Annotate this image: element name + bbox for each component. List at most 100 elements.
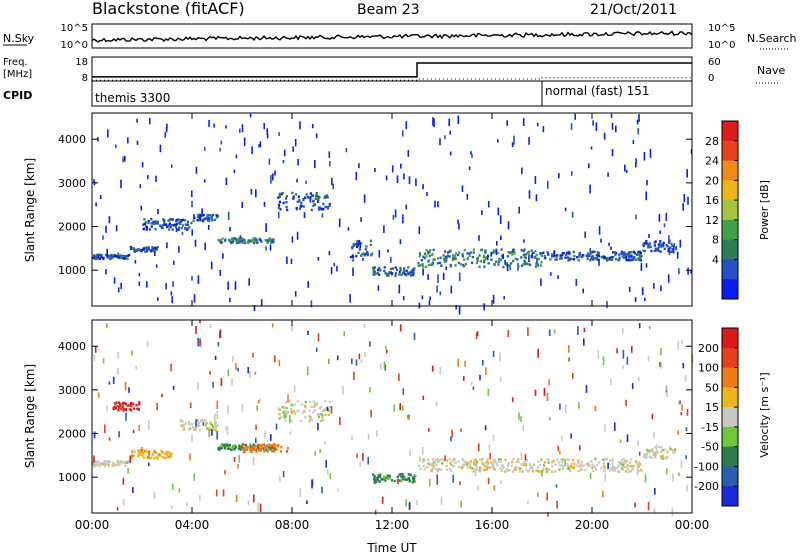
data-cell xyxy=(394,274,397,277)
data-cell xyxy=(502,466,505,469)
data-cell xyxy=(264,430,266,439)
data-cell xyxy=(232,445,235,448)
data-cell xyxy=(571,466,574,469)
data-cell xyxy=(328,151,331,158)
data-cell xyxy=(266,450,269,453)
data-cell xyxy=(182,425,185,428)
data-cell xyxy=(622,253,625,256)
data-cell xyxy=(626,459,629,463)
data-cell xyxy=(377,267,380,270)
data-cell xyxy=(255,424,257,430)
data-cell xyxy=(583,327,586,333)
data-cell xyxy=(637,470,640,473)
data-cell xyxy=(232,239,235,243)
data-cell xyxy=(676,251,679,259)
data-cell xyxy=(500,464,503,467)
data-cell xyxy=(531,470,534,473)
data-cell xyxy=(378,273,381,276)
data-cell xyxy=(219,240,222,244)
data-cell xyxy=(213,123,215,128)
data-cell xyxy=(242,444,245,447)
nave-label: Nave xyxy=(757,64,785,77)
data-cell xyxy=(373,479,377,482)
data-cell xyxy=(279,475,281,482)
data-cell xyxy=(187,421,191,424)
data-cell xyxy=(278,195,281,199)
data-cell xyxy=(197,424,201,428)
data-cell xyxy=(138,281,141,286)
data-cell xyxy=(104,462,107,465)
data-cell xyxy=(285,412,288,416)
data-cell xyxy=(636,466,639,476)
data-cell xyxy=(660,455,663,458)
colorbar-swatch xyxy=(722,259,738,280)
data-cell xyxy=(577,259,580,262)
data-cell xyxy=(283,149,286,157)
data-cell xyxy=(298,207,301,210)
data-cell xyxy=(383,269,386,273)
data-cell xyxy=(524,256,527,260)
data-cell xyxy=(147,456,150,459)
data-cell xyxy=(102,358,105,364)
data-cell xyxy=(306,366,309,376)
data-cell xyxy=(142,452,145,455)
data-cell xyxy=(585,385,588,393)
data-cell xyxy=(376,268,380,272)
data-cell xyxy=(165,223,168,226)
data-cell xyxy=(309,192,312,195)
data-cell xyxy=(675,246,677,251)
data-cell xyxy=(285,450,288,453)
data-cell xyxy=(93,459,96,463)
data-cell xyxy=(156,220,159,224)
data-cell xyxy=(197,275,200,284)
data-cell xyxy=(505,262,508,265)
data-cell xyxy=(98,464,101,467)
data-cell xyxy=(647,502,650,511)
data-cell xyxy=(576,256,579,259)
data-cell xyxy=(471,467,474,470)
data-cell xyxy=(292,410,295,413)
data-cell xyxy=(581,255,584,259)
data-cell xyxy=(194,428,197,431)
data-cell xyxy=(355,254,358,258)
data-cell xyxy=(179,222,182,226)
velocity-x-axis: 00:00 04:00 08:00 12:00 16:00 20:00 00:00 xyxy=(75,320,709,532)
data-cell xyxy=(135,404,138,407)
data-cell xyxy=(444,250,447,253)
x-tick-label: 00:00 xyxy=(75,518,110,532)
data-cell xyxy=(181,231,184,236)
data-cell xyxy=(649,242,652,245)
data-cell xyxy=(680,459,683,468)
data-cell xyxy=(506,263,509,272)
data-cell xyxy=(520,452,523,460)
data-cell xyxy=(209,324,212,329)
data-cell xyxy=(556,254,559,257)
data-cell xyxy=(301,411,305,414)
data-cell xyxy=(222,489,225,497)
data-cell xyxy=(321,486,323,494)
data-cell xyxy=(310,208,313,212)
data-cell xyxy=(580,468,583,471)
data-cell xyxy=(297,158,299,166)
data-cell xyxy=(355,171,358,181)
data-cell xyxy=(299,121,301,130)
data-cell xyxy=(535,262,538,265)
y-tick-label: 3000 xyxy=(58,384,86,397)
data-cell xyxy=(342,386,344,395)
data-cell xyxy=(116,405,119,408)
data-cell xyxy=(373,475,376,478)
data-cell xyxy=(485,464,488,467)
data-cell xyxy=(242,238,245,241)
data-cell xyxy=(118,431,120,438)
data-cell xyxy=(176,222,179,226)
data-cell xyxy=(215,489,218,497)
data-cell xyxy=(276,448,279,451)
data-cell xyxy=(409,449,411,456)
data-cell xyxy=(482,261,485,264)
data-cell xyxy=(445,266,447,270)
data-cell xyxy=(330,406,333,414)
data-cell xyxy=(603,466,606,469)
data-cell xyxy=(624,466,627,469)
data-cell xyxy=(638,114,640,122)
data-cell xyxy=(492,350,495,357)
